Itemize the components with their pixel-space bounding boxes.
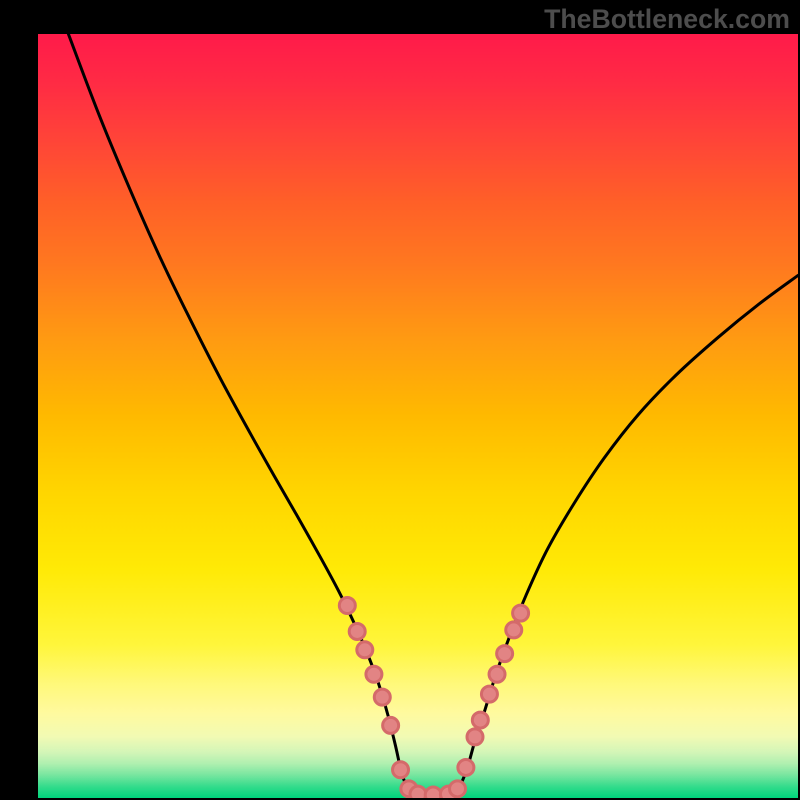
marker-dot	[472, 712, 488, 728]
marker-dot	[357, 642, 373, 658]
chart-area	[38, 34, 798, 798]
marker-dot	[450, 781, 466, 797]
marker-dot	[467, 729, 483, 745]
marker-dot	[513, 605, 529, 621]
marker-dot	[425, 787, 441, 798]
curve-path	[68, 34, 798, 796]
marker-dot	[393, 762, 409, 778]
marker-dot	[458, 759, 474, 775]
marker-dot	[374, 689, 390, 705]
marker-dot	[481, 686, 497, 702]
marker-dot	[489, 666, 505, 682]
marker-dot	[349, 623, 365, 639]
marker-dot	[383, 717, 399, 733]
marker-dot	[339, 597, 355, 613]
marker-dot	[497, 646, 513, 662]
marker-dot	[366, 666, 382, 682]
bottleneck-curve	[38, 34, 798, 798]
watermark-text: TheBottleneck.com	[544, 4, 790, 35]
marker-group	[339, 597, 528, 798]
marker-dot	[506, 622, 522, 638]
marker-dot	[410, 786, 426, 798]
